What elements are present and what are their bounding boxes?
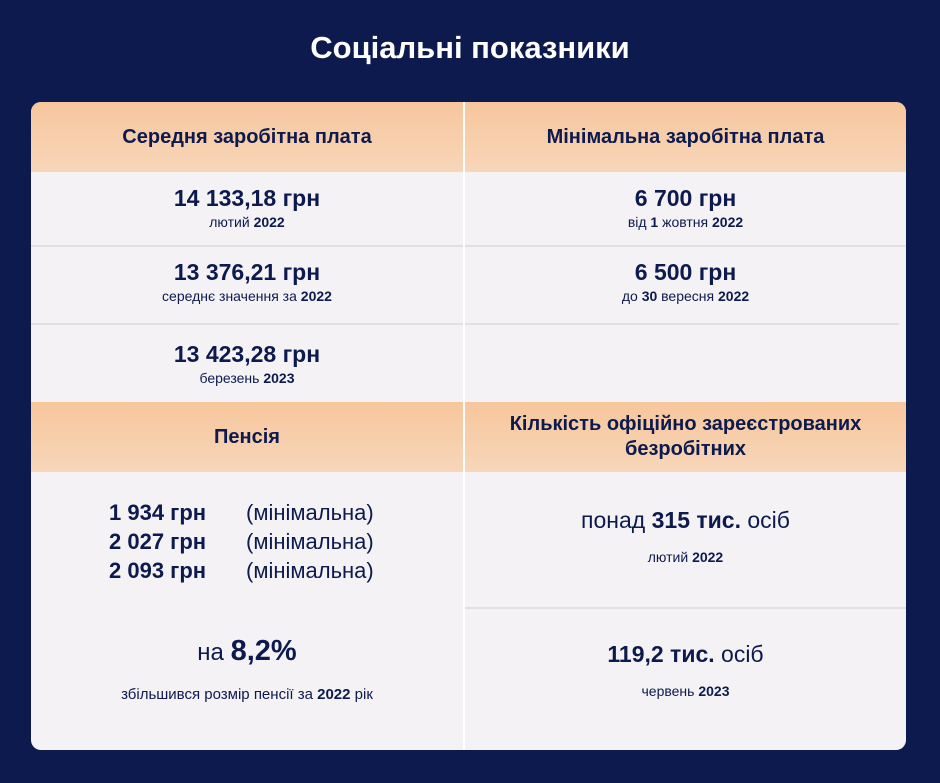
header-min-salary: Мінімальна заробітна плата xyxy=(465,102,906,172)
avg-salary-value: 14 133,18 грн xyxy=(173,185,321,211)
row-divider xyxy=(31,245,906,247)
unemployed-cell-1: понад 315 тис. осіб лютий 2022 xyxy=(465,505,906,567)
min-salary-cell-1: 6 700 грн від 1 жовтня 2022 xyxy=(465,184,906,232)
header-unemployed-line1: Кількість офіційно зареєстрованих xyxy=(509,413,862,435)
header-unemployed-line2: безробітних xyxy=(624,438,747,460)
min-salary-value: 6 500 грн xyxy=(634,259,737,285)
pension-row: 1 934 грн (мінімальна) xyxy=(109,500,374,525)
avg-salary-period: березень 2023 xyxy=(199,370,295,386)
header-pension-label: Пенсія xyxy=(214,425,280,448)
pension-increase-value: на 8,2% xyxy=(197,635,297,667)
min-salary-cell-2: 6 500 грн до 30 вересня 2022 xyxy=(465,258,906,306)
unemployed-cell-2: 119,2 тис. осіб червень 2023 xyxy=(465,639,906,701)
header-avg-salary-label: Середня заробітна плата xyxy=(122,125,372,148)
indicators-table: Середня заробітна плата Мінімальна зароб… xyxy=(31,102,906,750)
avg-salary-cell-1: 14 133,18 грн лютий 2022 xyxy=(31,184,463,232)
avg-salary-period: лютий 2022 xyxy=(209,214,285,230)
row-divider xyxy=(31,323,899,325)
pension-list: 1 934 грн (мінімальна) 2 027 грн (мінімаль… xyxy=(109,498,374,585)
page-title: Соціальні показники xyxy=(310,30,630,65)
row-divider xyxy=(465,607,906,609)
unemployed-value: 119,2 тис. осіб xyxy=(607,641,764,667)
header-avg-salary: Середня заробітна плата xyxy=(31,102,463,172)
pension-row: 2 027 грн (мінімальна) xyxy=(109,529,374,554)
column-divider xyxy=(463,102,465,750)
unemployed-value: понад 315 тис. осіб xyxy=(581,507,790,533)
pension-row: 2 093 грн (мінімальна) xyxy=(109,558,374,583)
min-salary-period: від 1 жовтня 2022 xyxy=(627,214,744,230)
avg-salary-value: 13 376,21 грн xyxy=(173,259,321,285)
pension-increase: на 8,2% збільшився розмір пенсії за 2022… xyxy=(31,634,463,705)
unemployed-period: червень 2023 xyxy=(641,683,730,699)
min-salary-value: 6 700 грн xyxy=(634,185,737,211)
min-salary-period: до 30 вересня 2022 xyxy=(621,288,750,304)
header-unemployed: Кількість офіційно зареєстрованих безроб… xyxy=(465,402,906,472)
avg-salary-value: 13 423,28 грн xyxy=(173,341,321,367)
avg-salary-cell-2: 13 376,21 грн середнє значення за 2022 xyxy=(31,258,463,306)
header-min-salary-label: Мінімальна заробітна плата xyxy=(546,125,825,148)
avg-salary-cell-3: 13 423,28 грн березень 2023 xyxy=(31,340,463,388)
pension-increase-text: збільшився розмір пенсії за 2022 рік xyxy=(121,686,373,703)
header-pension: Пенсія xyxy=(31,402,463,472)
avg-salary-period: середнє значення за 2022 xyxy=(162,288,332,304)
unemployed-period: лютий 2022 xyxy=(647,549,724,565)
